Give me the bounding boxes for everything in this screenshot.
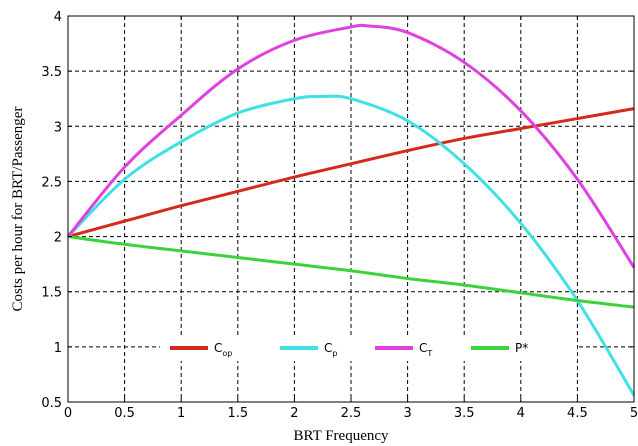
- y-tick-label: 3: [54, 120, 62, 135]
- series-line-p: [67, 235, 635, 309]
- x-axis-label: BRT Frequency: [293, 428, 389, 444]
- series-line-cop: [67, 107, 635, 239]
- y-tick-label: 2.5: [41, 175, 62, 190]
- y-tick-label: 1.5: [41, 286, 62, 301]
- ticks: 0 0.5 1 1.5 2 2.5 3 3.5 4 4.5 50.511.522.533.54: [41, 10, 638, 421]
- legend-label-subscript: op: [222, 349, 232, 358]
- x-tick-label: 3: [403, 406, 411, 421]
- x-tick-label: 0.5: [114, 406, 135, 421]
- x-tick-label: 1.5: [227, 406, 248, 421]
- legend-label-subscript: p: [332, 349, 337, 358]
- series-line-cp: [66, 94, 636, 397]
- series-line-ct: [66, 23, 636, 269]
- x-tick-label: 4.5: [567, 406, 588, 421]
- x-tick-label: 5: [630, 406, 638, 421]
- x-tick-label: 0: [64, 406, 72, 421]
- y-axis-label: Costs per hour for BRT/Passenger: [10, 107, 26, 312]
- legend-item: P*: [471, 341, 528, 355]
- y-tick-label: 2: [54, 231, 62, 246]
- x-tick-label: 3.5: [454, 406, 475, 421]
- legend-label-subscript: T: [426, 349, 432, 358]
- legend-label: P*: [515, 341, 528, 355]
- x-tick-label: 1: [177, 406, 185, 421]
- x-tick-label: 2.5: [341, 406, 362, 421]
- y-tick-label: 3.5: [41, 65, 62, 80]
- x-tick-label: 2: [290, 406, 298, 421]
- y-tick-label: 4: [54, 10, 62, 25]
- series-layer: [66, 23, 636, 397]
- y-tick-label: 0.5: [41, 396, 62, 411]
- y-tick-label: 1: [54, 341, 62, 356]
- legend: Cop Cp CT P*: [160, 335, 577, 361]
- x-tick-label: 4: [517, 406, 525, 421]
